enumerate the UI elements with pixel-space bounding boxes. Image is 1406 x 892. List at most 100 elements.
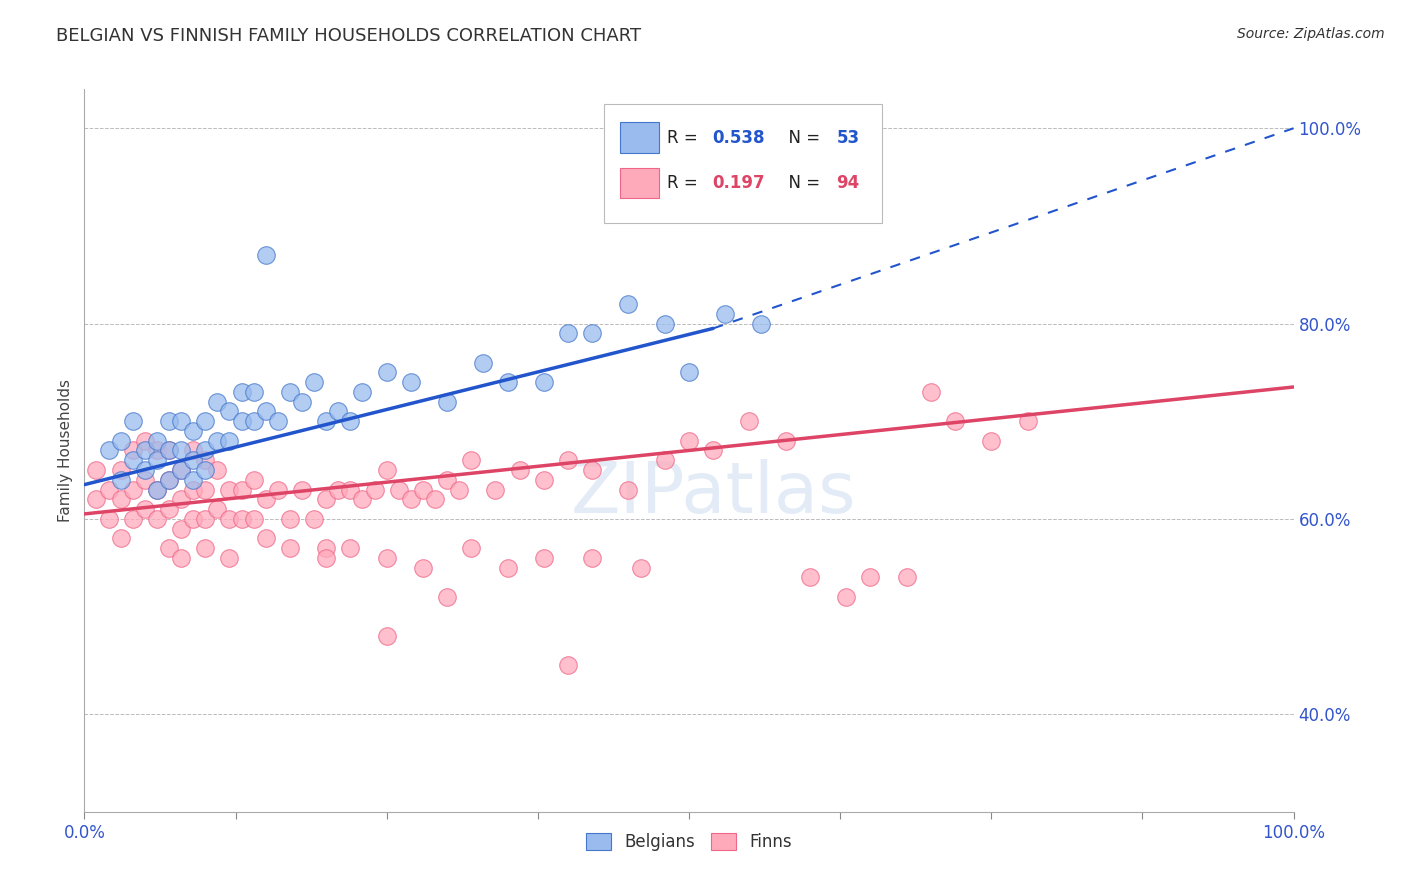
Point (194, 463, 217, 477)
Point (509, 463, 531, 477)
Point (859, 570, 882, 584)
Point (170, 550, 193, 565)
Point (242, 512, 264, 526)
Text: R =: R = (668, 128, 703, 146)
Point (943, 414, 966, 428)
Point (484, 483, 506, 497)
Y-axis label: Family Households: Family Households (58, 379, 73, 522)
Point (678, 434, 700, 448)
Text: ZIPatlas: ZIPatlas (571, 459, 856, 528)
Point (291, 483, 314, 497)
Text: 0.538: 0.538 (711, 128, 765, 146)
Text: N =: N = (779, 128, 825, 146)
Point (231, 384, 253, 399)
Point (207, 394, 229, 409)
Point (157, 473, 180, 487)
Point (581, 326, 603, 341)
Point (436, 590, 458, 604)
Point (134, 473, 156, 487)
Point (375, 463, 398, 477)
Point (1017, 414, 1039, 428)
Point (375, 629, 398, 643)
Point (181, 453, 204, 467)
Point (460, 453, 482, 467)
Point (496, 560, 519, 574)
Point (375, 365, 398, 379)
Point (436, 473, 458, 487)
Point (110, 434, 132, 448)
Point (242, 473, 264, 487)
Point (231, 512, 253, 526)
Point (702, 443, 724, 458)
Point (533, 375, 555, 389)
Point (775, 434, 797, 448)
Point (121, 443, 143, 458)
Point (328, 404, 350, 418)
Point (121, 414, 143, 428)
Point (557, 658, 579, 673)
Point (110, 532, 132, 546)
Point (181, 473, 204, 487)
Point (134, 463, 156, 477)
Point (146, 512, 169, 526)
Point (472, 355, 495, 369)
Point (146, 483, 169, 497)
Point (242, 384, 264, 399)
Point (254, 404, 277, 418)
Point (194, 541, 217, 555)
Point (231, 414, 253, 428)
Text: 94: 94 (837, 174, 859, 192)
Point (436, 394, 458, 409)
Point (254, 492, 277, 507)
Point (194, 483, 217, 497)
Point (920, 384, 942, 399)
Point (267, 483, 290, 497)
Point (157, 414, 180, 428)
Point (302, 375, 325, 389)
Point (181, 443, 204, 458)
Point (339, 541, 361, 555)
Point (146, 483, 169, 497)
Point (146, 443, 169, 458)
Point (980, 434, 1002, 448)
Point (352, 492, 374, 507)
Point (218, 434, 240, 448)
Point (581, 463, 603, 477)
Point (181, 424, 204, 438)
Point (194, 414, 217, 428)
Point (375, 550, 398, 565)
Point (533, 550, 555, 565)
Point (157, 443, 180, 458)
Point (278, 384, 301, 399)
Point (170, 463, 193, 477)
Point (654, 453, 676, 467)
Point (157, 443, 180, 458)
Point (194, 453, 217, 467)
Point (654, 317, 676, 331)
Point (110, 463, 132, 477)
Point (86, 463, 108, 477)
Legend: Belgians, Finns: Belgians, Finns (579, 826, 799, 857)
Point (714, 307, 737, 321)
Point (146, 453, 169, 467)
Point (134, 434, 156, 448)
Point (254, 248, 277, 262)
Point (328, 483, 350, 497)
Point (352, 384, 374, 399)
FancyBboxPatch shape (620, 168, 659, 198)
Point (896, 570, 918, 584)
Point (157, 473, 180, 487)
Point (121, 453, 143, 467)
Point (399, 492, 422, 507)
Point (363, 483, 385, 497)
Point (388, 483, 411, 497)
Text: R =: R = (668, 174, 703, 192)
Point (278, 541, 301, 555)
Point (412, 483, 434, 497)
Point (254, 532, 277, 546)
Point (86, 492, 108, 507)
Point (423, 492, 446, 507)
Text: Source: ZipAtlas.com: Source: ZipAtlas.com (1237, 27, 1385, 41)
Point (110, 473, 132, 487)
Point (218, 512, 240, 526)
